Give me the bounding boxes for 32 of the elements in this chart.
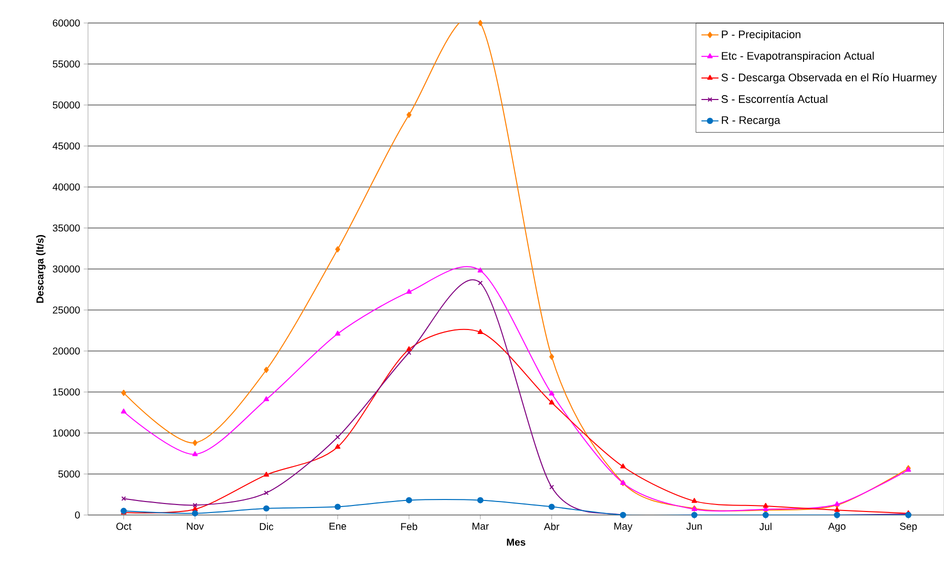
x-tick-label: Ago [828,522,846,532]
legend-label: Etc - Evapotranspiracion Actual [722,52,874,62]
y-axis-title: Descarga (lt/s) [36,235,46,303]
x-tick-label: Mar [472,522,489,530]
y-tick-label: 30000 [52,265,80,273]
y-tick-label: 0 [75,511,80,519]
legend-label: P - Precipitacion [722,30,800,40]
y-tick-label: 35000 [52,224,80,232]
x-tick-label: Sep [900,522,917,532]
x-tick-label: Ene [330,522,346,530]
legend-label: S - Escorrentía Actual [721,94,828,103]
y-tick-label: 55000 [52,60,80,68]
y-tick-label: 25000 [52,306,80,314]
x-tick-label: Jun [686,522,702,530]
x-tick-label: Oct [116,522,132,530]
y-tick-label: 15000 [53,388,80,396]
x-tick-label: Jul [759,522,772,530]
y-tick-label: 45000 [52,142,80,150]
y-tick-label: 40000 [52,183,80,191]
y-tick-label: 20000 [52,347,80,355]
x-tick-label: Dic [260,522,274,530]
x-tick-label: Feb [401,522,418,530]
y-tick-label: 10000 [53,429,80,437]
x-tick-label: May [614,522,632,532]
y-tick-label: 50000 [52,101,80,109]
x-tick-label: Abr [544,522,560,530]
legend-label: S - Descarga Observada en el Río Huarmey [721,73,937,84]
legend-label: R - Recarga [722,116,780,126]
y-tick-label: 5000 [58,470,80,478]
x-tick-label: Nov [186,522,204,530]
x-axis-title: Mes [506,538,526,546]
y-tick-label: 60000 [52,19,80,27]
